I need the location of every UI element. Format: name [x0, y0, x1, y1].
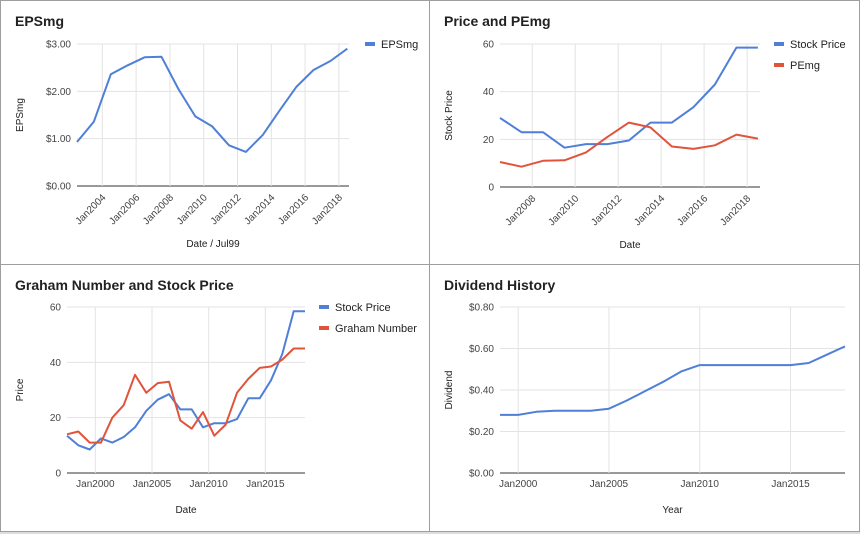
x-tick-label: Jan2014: [242, 192, 277, 227]
y-tick-label: 40: [50, 358, 62, 369]
dividend-chart-panel: Dividend History $0.00 $0.20 $0.40 $0.60 $0.…: [429, 264, 860, 532]
x-tick-label: Jan2004: [74, 192, 109, 227]
series-line: [499, 46, 758, 149]
chart-title: Price and PEmg: [444, 13, 551, 29]
y-tick-label: 60: [483, 40, 495, 51]
x-tick-label: Jan2018: [310, 192, 345, 227]
legend-label: EPSmg: [381, 39, 418, 51]
x-tick-label: Jan2015: [771, 479, 810, 490]
y-axis-label: Dividend: [444, 371, 455, 410]
y-tick-label: 0: [488, 183, 494, 194]
bottom-divider: [0, 532, 860, 534]
y-tick-label: $3.00: [46, 40, 71, 51]
y-tick-label: $0.00: [46, 182, 71, 193]
chart-title: Graham Number and Stock Price: [15, 277, 234, 293]
y-tick-label: 20: [50, 413, 62, 424]
x-tick-label: Jan2010: [681, 479, 720, 490]
x-tick-label: Jan2008: [503, 193, 538, 228]
x-axis-label: Date: [175, 505, 197, 516]
eps-chart: $0.00 $1.00 $2.00 $3.00 Jan2004Jan2006Jan200…: [15, 39, 418, 250]
legend-swatch: [774, 42, 784, 46]
x-tick-label: Jan2010: [175, 192, 210, 227]
x-tick-label: Jan2005: [133, 479, 172, 490]
y-axis-label: Stock Price: [444, 90, 455, 141]
x-tick-label: Jan2012: [589, 193, 624, 228]
legend-label: Stock Price: [335, 302, 391, 314]
x-tick-label: Jan2008: [141, 192, 176, 227]
x-tick-label: Jan2018: [718, 193, 753, 228]
y-tick-label: $0.00: [469, 469, 494, 480]
y-tick-label: $0.80: [469, 303, 494, 314]
x-tick-label: Jan2015: [246, 479, 285, 490]
legend-swatch: [365, 42, 375, 46]
x-tick-label: Jan2005: [590, 479, 629, 490]
y-tick-label: 20: [483, 135, 495, 146]
chart-title: Dividend History: [444, 277, 556, 293]
x-tick-label: Jan2000: [76, 479, 115, 490]
y-axis-label: Price: [15, 378, 26, 401]
x-tick-label: Jan2012: [209, 192, 244, 227]
y-tick-label: $0.20: [469, 427, 494, 438]
series-line: [66, 310, 305, 451]
x-tick-label: Jan2006: [107, 192, 142, 227]
x-tick-label: Jan2014: [632, 193, 667, 228]
y-tick-label: 60: [50, 303, 62, 314]
x-axis-label: Date: [619, 240, 641, 251]
x-tick-label: Jan2010: [546, 193, 581, 228]
legend-label: Graham Number: [335, 323, 417, 335]
series-line: [500, 345, 846, 416]
y-tick-label: 40: [483, 87, 495, 98]
dividend-chart: $0.00 $0.20 $0.40 $0.60 $0.80 Jan2000 Jan2005 J…: [444, 303, 846, 516]
legend-swatch: [319, 326, 329, 330]
graham-chart: 0 20 40 60 Jan2000 Jan2005 Jan2010 Jan2015 Date P…: [15, 302, 417, 516]
x-axis-label: Date / Jul99: [186, 239, 240, 250]
eps-chart-panel: EPSmg $0.00 $1.00 $2.00 $3.00 Jan2004 Jan2006…: [0, 0, 430, 265]
x-tick-label: Jan2000: [499, 479, 538, 490]
x-tick-label: Jan2016: [276, 192, 311, 227]
series-line: [76, 47, 348, 153]
graham-chart-panel: Graham Number and Stock Price 0 20 40 60 Jan…: [0, 264, 430, 532]
price-pe-chart-panel: Price and PEmg 0 20 40 60 Jan2008 Jan2010 Jan2…: [429, 0, 860, 265]
series-line: [499, 121, 759, 168]
y-tick-label: 0: [55, 469, 61, 480]
y-axis-label: EPSmg: [15, 98, 26, 132]
legend-swatch: [319, 305, 329, 309]
x-tick-label: Jan2016: [675, 193, 710, 228]
legend-swatch: [774, 63, 784, 67]
chart-title: EPSmg: [15, 13, 65, 29]
y-tick-label: $0.60: [469, 344, 494, 355]
series-line: [66, 347, 305, 444]
legend-label: PEmg: [790, 60, 820, 72]
x-axis-label: Year: [662, 505, 683, 516]
legend-label: Stock Price: [790, 39, 846, 51]
y-tick-label: $1.00: [46, 134, 71, 145]
x-tick-label: Jan2010: [189, 479, 228, 490]
y-tick-label: $2.00: [46, 87, 71, 98]
y-tick-label: $0.40: [469, 386, 494, 397]
